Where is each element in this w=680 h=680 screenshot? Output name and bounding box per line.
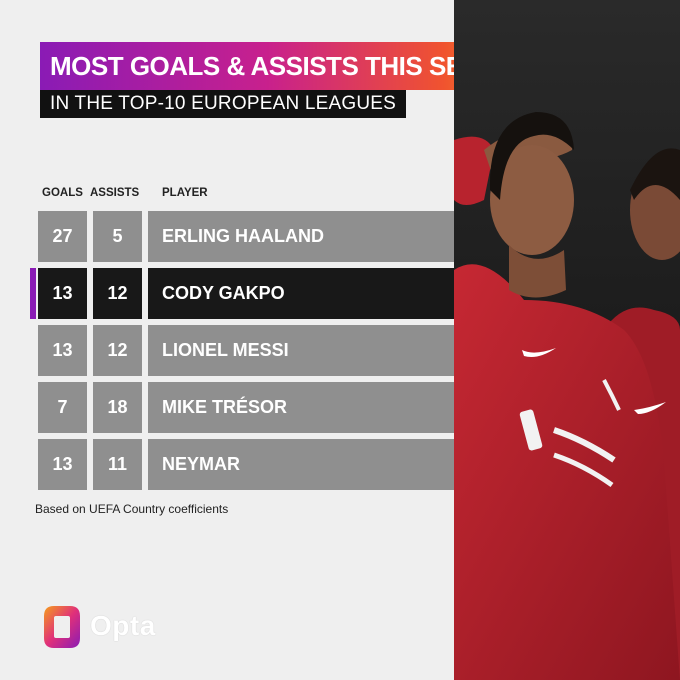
assists-column-header: ASSISTS [90, 187, 140, 199]
assists-value: 5 [93, 211, 142, 262]
goals-column-header: GOALS [42, 187, 83, 199]
goals-value: 7 [38, 382, 87, 433]
table-row: 13 12 LIONEL MESSI [0, 325, 454, 376]
goals-value: 13 [38, 439, 87, 490]
player-name: LIONEL MESSI [148, 325, 454, 376]
goals-value: 13 [38, 268, 87, 319]
opta-wordmark: Opta [90, 610, 156, 641]
assists-value: 18 [93, 382, 142, 433]
player-name: MIKE TRÉSOR [148, 382, 454, 433]
assists-value: 11 [93, 439, 142, 490]
table-row: 27 5 ERLING HAALAND [0, 211, 454, 262]
player-column-header: PLAYER [162, 187, 208, 199]
table-row: 7 18 MIKE TRÉSOR [0, 382, 454, 433]
table-row: 13 11 NEYMAR [0, 439, 454, 490]
assists-value: 12 [93, 325, 142, 376]
assists-value: 12 [93, 268, 142, 319]
player-name: NEYMAR [148, 439, 454, 490]
opta-logo-icon [44, 606, 80, 648]
table-row-highlighted: 13 12 CODY GAKPO [0, 268, 454, 319]
graphic-subtitle: IN THE TOP-10 EUROPEAN LEAGUES [40, 90, 406, 118]
player-celebration-photo [454, 0, 680, 680]
footnote: Based on UEFA Country coefficients [35, 502, 229, 516]
highlight-accent [30, 268, 36, 319]
goals-value: 13 [38, 325, 87, 376]
player-name: CODY GAKPO [148, 268, 454, 319]
goals-value: 27 [38, 211, 87, 262]
player-name: ERLING HAALAND [148, 211, 454, 262]
graphic-panel: MOST GOALS & ASSISTS THIS SEASON IN THE … [0, 42, 544, 648]
